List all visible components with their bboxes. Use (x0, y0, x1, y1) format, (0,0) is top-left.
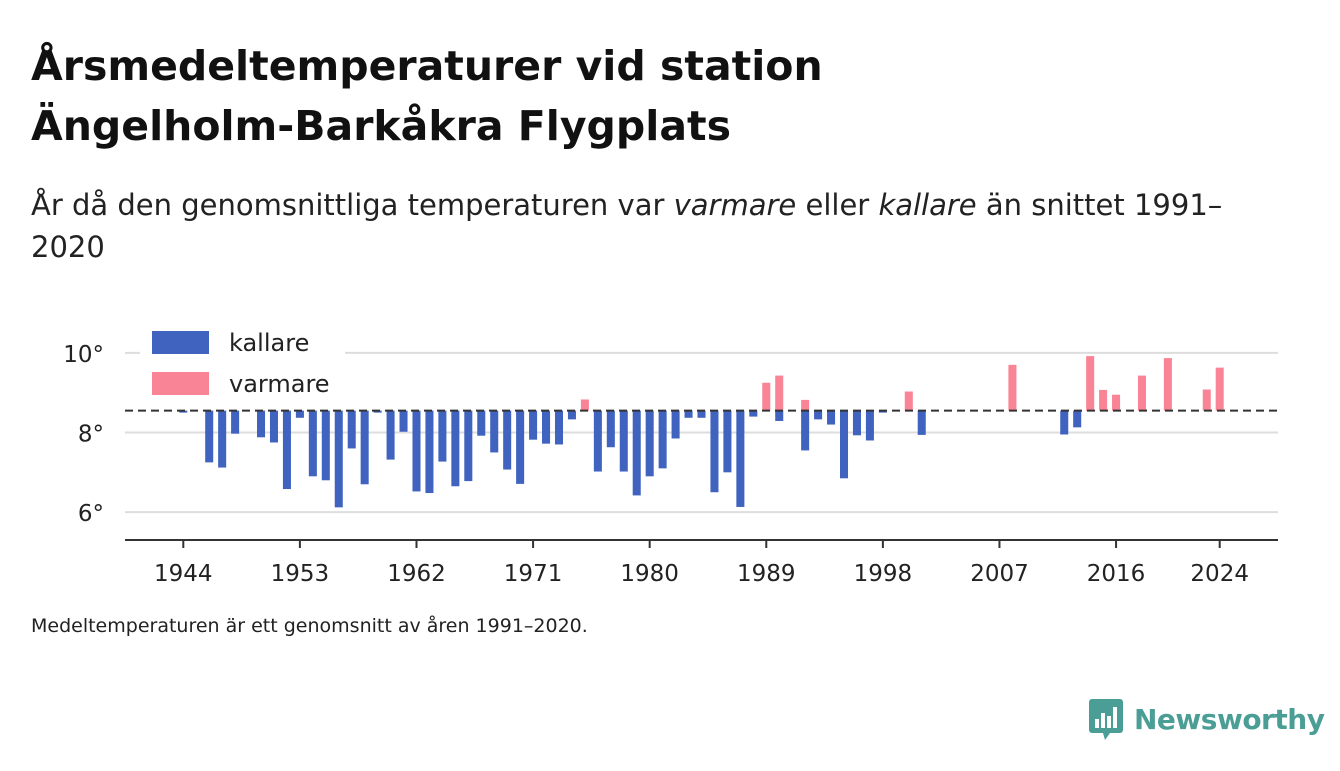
bar-kallare (269, 410, 278, 443)
bar-varmare (1112, 394, 1121, 411)
bar-kallare (749, 410, 758, 417)
subtitle-part-3: än snittet 1991–2020 (31, 188, 1223, 264)
footnote: Medeltemperaturen är ett genomsnitt av å… (31, 615, 588, 637)
bar-kallare (723, 410, 732, 473)
bar-kallare (593, 410, 602, 472)
chart-subtitle: År då den genomsnittliga temperaturen va… (31, 184, 1261, 268)
brand-logo: Newsworthy (1088, 697, 1325, 741)
bar-kallare (399, 410, 408, 432)
x-tick-label: 2016 (1087, 561, 1146, 587)
bar-kallare (671, 410, 680, 439)
bar-varmare (1086, 356, 1095, 411)
bar-kallare (801, 410, 810, 451)
x-tick-label: 2007 (970, 561, 1029, 587)
bar-varmare (775, 375, 784, 411)
bar-kallare (490, 410, 499, 453)
subtitle-part-1: År då den genomsnittliga temperaturen va… (31, 188, 674, 222)
x-tick-label: 2024 (1190, 561, 1249, 587)
bar-varmare (1215, 367, 1224, 411)
bar-kallare (658, 410, 667, 469)
y-tick-label: 8° (78, 422, 104, 448)
title-line-1: Årsmedeltemperaturer vid station (31, 42, 823, 90)
bar-kallare (865, 410, 874, 441)
bar-kallare (645, 410, 654, 477)
x-tick-label: 1980 (620, 561, 679, 587)
bar-kallare (554, 410, 564, 445)
brand-name: Newsworthy (1134, 702, 1325, 736)
y-tick-label: 6° (78, 501, 104, 527)
bar-kallare (425, 410, 434, 494)
bar-kallare (438, 410, 447, 462)
bar-varmare (1137, 375, 1146, 411)
bar-varmare (1202, 389, 1211, 411)
bar-kallare (827, 410, 836, 425)
bar-kallare (606, 410, 615, 448)
bar-kallare (852, 410, 861, 436)
newsworthy-logo-icon (1089, 699, 1123, 740)
bar-kallare (295, 410, 304, 418)
bar-kallare (282, 410, 291, 490)
bar-kallare (567, 410, 576, 420)
bar-kallare (1073, 410, 1082, 428)
title-line-2: Ängelholm-Barkåkra Flygplats (31, 102, 731, 150)
x-tick-label: 1989 (737, 561, 796, 587)
bar-kallare (1060, 410, 1069, 435)
bar-kallare (412, 410, 421, 492)
legend-swatch-varmare (152, 372, 209, 395)
bar-kallare (347, 410, 356, 449)
bar-kallare (736, 410, 745, 507)
bar-kallare (775, 410, 784, 421)
legend-label-varmare: varmare (229, 370, 330, 398)
bar-kallare (529, 410, 538, 440)
chart-title: Årsmedeltemperaturer vid station Ängelho… (31, 36, 1231, 156)
bar-kallare (839, 410, 849, 479)
x-tick-label: 1971 (504, 561, 563, 587)
bar-kallare (321, 410, 330, 481)
bar-kallare (697, 410, 706, 418)
bar-varmare (801, 399, 810, 411)
bar-kallare (308, 410, 317, 477)
bar-kallare (360, 410, 369, 485)
bar-kallare (684, 410, 693, 418)
bar-kallare (218, 410, 227, 468)
bar-varmare (904, 391, 913, 411)
x-tick-label: 1998 (854, 561, 913, 587)
legend-label-kallare: kallare (229, 329, 309, 357)
bar-kallare (632, 410, 641, 496)
bar-varmare (580, 399, 589, 411)
bar-varmare (1008, 364, 1017, 411)
bar-kallare (814, 410, 823, 420)
legend-swatch-kallare (152, 331, 209, 354)
bar-varmare (762, 382, 771, 411)
subtitle-part-2: eller (796, 188, 879, 222)
bar-kallare (205, 410, 214, 463)
bar-kallare (464, 410, 473, 482)
bar-kallare (542, 410, 551, 444)
bar-kallare (257, 410, 266, 438)
y-tick-label: 10° (63, 342, 104, 368)
x-tick-label: 1953 (271, 561, 330, 587)
bar-kallare (503, 410, 512, 470)
bar-kallare (477, 410, 486, 436)
bar-kallare (231, 410, 240, 434)
bar-kallare (710, 410, 719, 493)
bar-varmare (1099, 389, 1108, 411)
bar-kallare (619, 410, 628, 472)
subtitle-cold-word: kallare (878, 188, 977, 222)
bar-kallare (386, 410, 395, 460)
bar-kallare (334, 410, 343, 508)
bar-kallare (451, 410, 460, 487)
bar-kallare (917, 410, 926, 435)
subtitle-warm-word: varmare (673, 188, 797, 222)
x-tick-label: 1962 (387, 561, 446, 587)
x-tick-label: 1944 (154, 561, 213, 587)
bar-chart: 6° 8° 10° 1944 1953 1962 1971 1980 1989 1998 2007 2… (63, 327, 1278, 587)
bar-kallare (516, 410, 525, 484)
bar-varmare (1163, 358, 1172, 411)
